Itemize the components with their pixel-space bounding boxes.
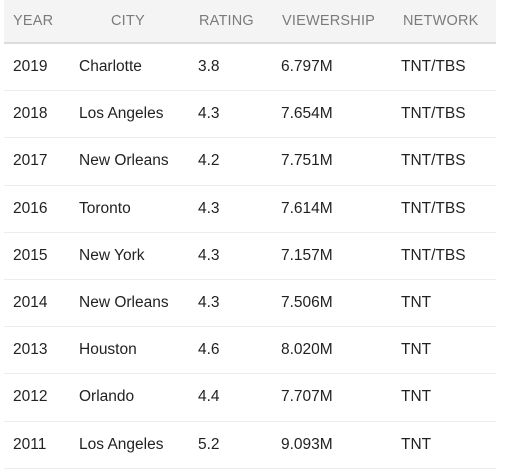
- viewership-cell: 7.157M: [281, 246, 333, 264]
- city-cell: Houston: [79, 341, 137, 359]
- year-cell: 2014: [13, 294, 48, 312]
- rating-cell: 4.3: [198, 199, 220, 217]
- city-cell: Los Angeles: [79, 105, 164, 123]
- column-header-network[interactable]: NETWORK: [403, 13, 479, 29]
- network-cell: TNT/TBS: [401, 58, 466, 76]
- rating-cell: 4.2: [198, 152, 220, 170]
- table-row: 2017 New Orleans 4.2 7.751M TNT/TBS: [4, 138, 496, 186]
- rating-cell: 5.2: [198, 435, 220, 453]
- rating-cell: 4.6: [198, 341, 220, 359]
- table-row: 2012 Orlando 4.4 7.707M TNT: [4, 374, 496, 422]
- network-cell: TNT: [401, 388, 432, 406]
- viewership-cell: 7.707M: [281, 388, 333, 406]
- network-cell: TNT/TBS: [401, 246, 466, 264]
- city-cell: Toronto: [79, 199, 131, 217]
- table-row: 2018 Los Angeles 4.3 7.654M TNT/TBS: [4, 91, 496, 139]
- data-table: YEAR CITY RATING VIEWERSHIP NETWORK 2019…: [4, 0, 496, 469]
- column-header-viewership[interactable]: VIEWERSHIP: [282, 13, 376, 29]
- year-cell: 2017: [13, 152, 48, 170]
- table-row: 2016 Toronto 4.3 7.614M TNT/TBS: [4, 186, 496, 233]
- city-cell: New York: [79, 246, 145, 264]
- viewership-cell: 8.020M: [281, 341, 333, 359]
- rating-cell: 3.8: [198, 58, 220, 76]
- city-cell: New Orleans: [79, 152, 169, 170]
- viewership-cell: 7.614M: [281, 199, 333, 217]
- table-header: YEAR CITY RATING VIEWERSHIP NETWORK: [4, 0, 496, 44]
- rating-cell: 4.4: [198, 388, 220, 406]
- city-cell: New Orleans: [79, 294, 169, 312]
- table-row: 2013 Houston 4.6 8.020M TNT: [4, 327, 496, 375]
- viewership-cell: 7.654M: [281, 105, 333, 123]
- table-row: 2014 New Orleans 4.3 7.506M TNT: [4, 280, 496, 328]
- network-cell: TNT: [401, 294, 432, 312]
- year-cell: 2018: [13, 105, 48, 123]
- network-cell: TNT/TBS: [401, 199, 466, 217]
- year-cell: 2013: [13, 341, 48, 359]
- year-cell: 2015: [13, 246, 48, 264]
- viewership-cell: 7.506M: [281, 294, 333, 312]
- rating-cell: 4.3: [198, 105, 220, 123]
- column-header-year[interactable]: YEAR: [13, 13, 54, 29]
- table-row: 2011 Los Angeles 5.2 9.093M TNT: [4, 422, 496, 469]
- year-cell: 2011: [13, 435, 47, 453]
- year-cell: 2016: [13, 199, 48, 217]
- city-cell: Charlotte: [79, 58, 142, 76]
- column-header-rating[interactable]: RATING: [199, 13, 254, 29]
- year-cell: 2012: [13, 388, 48, 406]
- network-cell: TNT: [401, 341, 432, 359]
- rating-cell: 4.3: [198, 294, 220, 312]
- network-cell: TNT/TBS: [401, 152, 466, 170]
- network-cell: TNT/TBS: [401, 105, 466, 123]
- column-header-city[interactable]: CITY: [111, 13, 145, 29]
- city-cell: Orlando: [79, 388, 135, 406]
- table-row: 2015 New York 4.3 7.157M TNT/TBS: [4, 233, 496, 280]
- table-row: 2019 Charlotte 3.8 6.797M TNT/TBS: [4, 44, 496, 92]
- city-cell: Los Angeles: [79, 435, 164, 453]
- viewership-cell: 9.093M: [281, 435, 333, 453]
- rating-cell: 4.3: [198, 246, 220, 264]
- viewership-cell: 7.751M: [281, 152, 333, 170]
- network-cell: TNT: [401, 435, 432, 453]
- year-cell: 2019: [13, 58, 48, 76]
- viewership-cell: 6.797M: [281, 58, 333, 76]
